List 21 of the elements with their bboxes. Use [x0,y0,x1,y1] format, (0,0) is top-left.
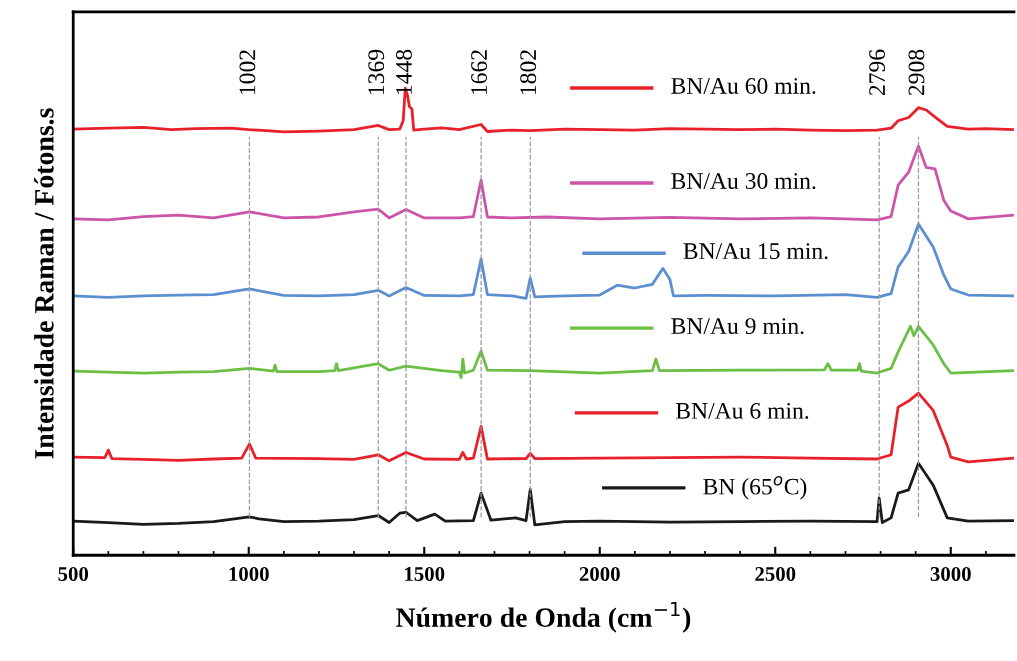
x-tick-label: 1500 [405,566,445,582]
legend-label: BN/Au 15 min. [683,243,828,260]
ref-line-label: 1369 [368,49,385,95]
ref-line-label: 2908 [908,49,925,96]
ref-line-label: 2796 [869,49,886,96]
x-tick-label: 2500 [755,566,796,582]
ref-line-label: 1662 [471,50,488,95]
legend-label: BN/Au 6 min. [675,402,809,419]
legend-label: BN (65$^{o}$C) [703,476,807,500]
x-axis-title: Número de Onda (cm$^{−1}$) [396,601,691,633]
x-tick-label: 500 [58,566,89,582]
x-tick-label: 1000 [229,566,269,582]
ref-line-label: 1448 [395,49,412,95]
x-tick-label: 2000 [579,566,620,582]
y-axis-title: Intensidade Raman / Fótons.s [34,108,54,459]
x-tick-label: 3000 [930,566,971,582]
ref-line-label: 1802 [520,50,537,95]
legend-label: BN/Au 30 min. [671,173,816,190]
ref-line-label: 1002 [239,50,256,95]
legend-label: BN/Au 9 min. [671,318,804,335]
legend-label: BN/Au 60 min. [671,77,816,94]
